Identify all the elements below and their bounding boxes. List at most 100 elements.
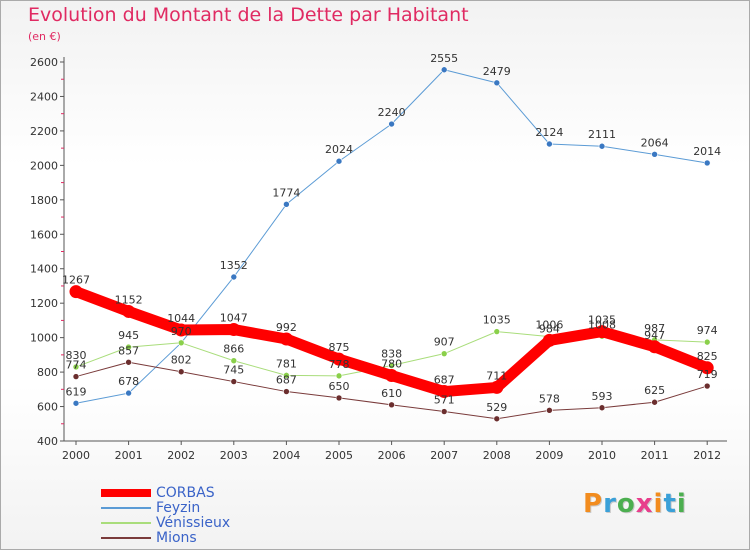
logo-letter: t bbox=[663, 489, 677, 519]
y-tick-label: 400 bbox=[37, 435, 58, 448]
legend-label-corbas: CORBAS bbox=[156, 485, 215, 501]
data-label: 2014 bbox=[693, 145, 721, 158]
point-feyzin bbox=[388, 120, 395, 128]
data-label: 1352 bbox=[220, 259, 248, 272]
x-tick-label: 2005 bbox=[325, 449, 353, 462]
chart-title: Evolution du Montant de la Dette par Hab… bbox=[28, 4, 469, 26]
x-tick-label: 2003 bbox=[220, 449, 248, 462]
point-corbas bbox=[227, 323, 241, 337]
data-label: 2024 bbox=[325, 143, 353, 156]
y-tick-label: 600 bbox=[37, 401, 58, 414]
legend-swatch-corbas bbox=[101, 489, 151, 497]
data-label: 866 bbox=[223, 343, 244, 356]
data-label: 780 bbox=[381, 358, 402, 371]
x-tick-label: 2002 bbox=[167, 449, 195, 462]
data-label: 1152 bbox=[115, 293, 143, 306]
point-venissieux bbox=[440, 350, 448, 357]
point-mions bbox=[177, 368, 185, 376]
point-feyzin bbox=[283, 200, 290, 208]
x-tick-label: 2000 bbox=[62, 449, 90, 462]
logo-letter: P bbox=[583, 489, 604, 519]
data-label: 2479 bbox=[483, 65, 511, 78]
data-label: 1047 bbox=[220, 312, 248, 325]
data-label: 687 bbox=[276, 374, 297, 387]
legend-swatch-feyzin bbox=[101, 507, 151, 509]
data-label: 1035 bbox=[483, 314, 511, 327]
x-tick-label: 2004 bbox=[272, 449, 300, 462]
data-label: 711 bbox=[486, 369, 507, 382]
y-tick-label: 2200 bbox=[30, 125, 58, 138]
data-label: 1267 bbox=[62, 274, 90, 287]
data-label: 2555 bbox=[430, 52, 458, 65]
point-feyzin bbox=[493, 79, 501, 87]
logo-letter: i bbox=[676, 489, 687, 519]
logo-letter: x bbox=[635, 489, 654, 519]
x-tick-label: 2007 bbox=[430, 449, 458, 462]
data-label: 825 bbox=[697, 350, 718, 363]
data-label: 781 bbox=[276, 357, 297, 370]
point-corbas bbox=[332, 352, 346, 366]
data-label: 571 bbox=[434, 394, 455, 407]
point-corbas bbox=[595, 325, 609, 339]
data-label: 875 bbox=[329, 341, 350, 354]
point-corbas bbox=[437, 385, 451, 399]
point-mions bbox=[493, 415, 501, 423]
data-label: 687 bbox=[434, 374, 455, 387]
point-mions bbox=[598, 404, 606, 412]
point-corbas bbox=[648, 340, 662, 354]
legend-label-mions: Mions bbox=[156, 530, 197, 546]
data-label: 947 bbox=[644, 329, 665, 342]
logo-letter: o bbox=[616, 489, 636, 519]
data-label: 1774 bbox=[272, 186, 300, 199]
point-feyzin bbox=[335, 157, 343, 165]
chart-subtitle: (en €) bbox=[28, 30, 61, 43]
data-label: 992 bbox=[276, 321, 297, 334]
x-tick-label: 2006 bbox=[378, 449, 406, 462]
data-label: 650 bbox=[329, 380, 350, 393]
point-corbas bbox=[385, 369, 399, 383]
point-venissieux bbox=[125, 343, 132, 351]
data-label: 830 bbox=[66, 349, 87, 362]
point-feyzin bbox=[230, 273, 238, 281]
point-feyzin bbox=[440, 66, 448, 74]
point-mions bbox=[335, 394, 343, 402]
point-venissieux bbox=[230, 357, 238, 365]
data-label: 745 bbox=[223, 364, 244, 377]
legend-swatch-mions bbox=[101, 537, 151, 539]
point-mions bbox=[230, 378, 238, 385]
point-feyzin bbox=[546, 140, 553, 148]
x-tick-label: 2010 bbox=[588, 449, 616, 462]
data-label: 778 bbox=[329, 358, 350, 371]
data-label: 678 bbox=[118, 375, 139, 388]
point-mions bbox=[546, 407, 553, 414]
point-corbas bbox=[174, 323, 188, 337]
data-label: 987 bbox=[644, 322, 665, 335]
x-tick-label: 2012 bbox=[693, 449, 721, 462]
y-tick-label: 1200 bbox=[30, 297, 58, 310]
y-tick-label: 1600 bbox=[30, 228, 58, 241]
logo-letter: i bbox=[653, 489, 664, 519]
point-feyzin bbox=[651, 151, 658, 158]
y-tick-label: 2400 bbox=[30, 90, 58, 103]
data-label: 1044 bbox=[167, 312, 195, 325]
data-label: 1035 bbox=[588, 314, 616, 327]
point-corbas bbox=[700, 361, 714, 375]
point-mions bbox=[440, 408, 448, 415]
x-tick-label: 2011 bbox=[641, 449, 669, 462]
point-venissieux bbox=[493, 328, 501, 335]
point-corbas bbox=[279, 332, 293, 346]
data-label: 1008 bbox=[588, 318, 616, 331]
data-label: 619 bbox=[66, 385, 87, 398]
data-label: 970 bbox=[171, 325, 192, 338]
data-label: 984 bbox=[539, 322, 560, 335]
data-label: 945 bbox=[118, 329, 139, 342]
legend-swatch-venissieux bbox=[101, 522, 151, 524]
data-label: 974 bbox=[697, 324, 718, 337]
data-label: 719 bbox=[697, 368, 718, 381]
data-label: 907 bbox=[434, 336, 455, 349]
data-label: 2111 bbox=[588, 128, 616, 141]
data-label: 625 bbox=[644, 384, 665, 397]
point-feyzin bbox=[72, 399, 80, 407]
point-mions bbox=[651, 398, 658, 406]
